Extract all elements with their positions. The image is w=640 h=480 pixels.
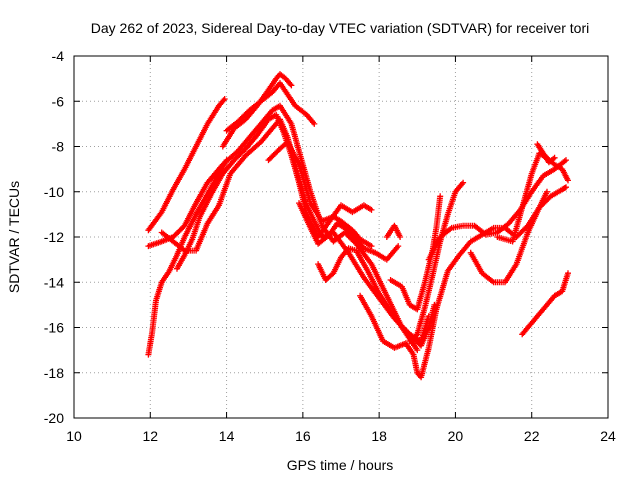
series-track-10 bbox=[315, 245, 438, 349]
chart-title: Day 262 of 2023, Sidereal Day-to-day VTE… bbox=[91, 20, 590, 36]
x-tick-label: 10 bbox=[66, 428, 82, 444]
series-markers bbox=[145, 157, 230, 358]
x-tick-label: 20 bbox=[448, 428, 464, 444]
series-markers bbox=[145, 96, 228, 234]
series-track-1 bbox=[145, 96, 228, 234]
series-markers bbox=[315, 245, 438, 349]
series-markers bbox=[519, 270, 571, 338]
y-tick-label: -8 bbox=[52, 139, 65, 155]
y-tick-label: -16 bbox=[44, 320, 64, 336]
series-markers bbox=[296, 200, 402, 263]
series-track-16 bbox=[467, 188, 550, 286]
data-markers bbox=[145, 71, 571, 381]
y-tick-label: -14 bbox=[44, 274, 64, 290]
series-markers bbox=[223, 80, 318, 134]
x-tick-label: 24 bbox=[600, 428, 616, 444]
y-tick-label: -20 bbox=[44, 410, 64, 426]
series-track-7 bbox=[223, 80, 318, 134]
x-tick-label: 14 bbox=[219, 428, 235, 444]
y-tick-label: -10 bbox=[44, 184, 64, 200]
x-axis-label: GPS time / hours bbox=[287, 457, 394, 473]
series-markers bbox=[383, 222, 404, 240]
series-track-18 bbox=[534, 141, 558, 166]
series-markers bbox=[265, 139, 375, 250]
x-tick-label: 16 bbox=[295, 428, 311, 444]
y-tick-label: -12 bbox=[44, 229, 64, 245]
series-track-19 bbox=[519, 270, 571, 338]
series-track-11 bbox=[383, 222, 404, 240]
x-tick-label: 22 bbox=[524, 428, 540, 444]
series-track-8 bbox=[265, 139, 375, 250]
x-tick-label: 12 bbox=[142, 428, 158, 444]
y-axis-label: SDTVAR / TECUs bbox=[6, 181, 22, 293]
series-track-3 bbox=[145, 157, 230, 358]
series-markers bbox=[467, 188, 550, 286]
series-track-9 bbox=[296, 200, 402, 263]
y-tick-label: -18 bbox=[44, 365, 64, 381]
series-markers bbox=[534, 141, 558, 166]
axis-ticks: 10 12 14 16 18 20 22 24 -20 -18 -16 -14 -12 -10 -8 -6 -4 bbox=[44, 48, 616, 444]
y-tick-label: -4 bbox=[52, 48, 65, 64]
y-tick-label: -6 bbox=[52, 93, 65, 109]
x-tick-label: 18 bbox=[371, 428, 387, 444]
